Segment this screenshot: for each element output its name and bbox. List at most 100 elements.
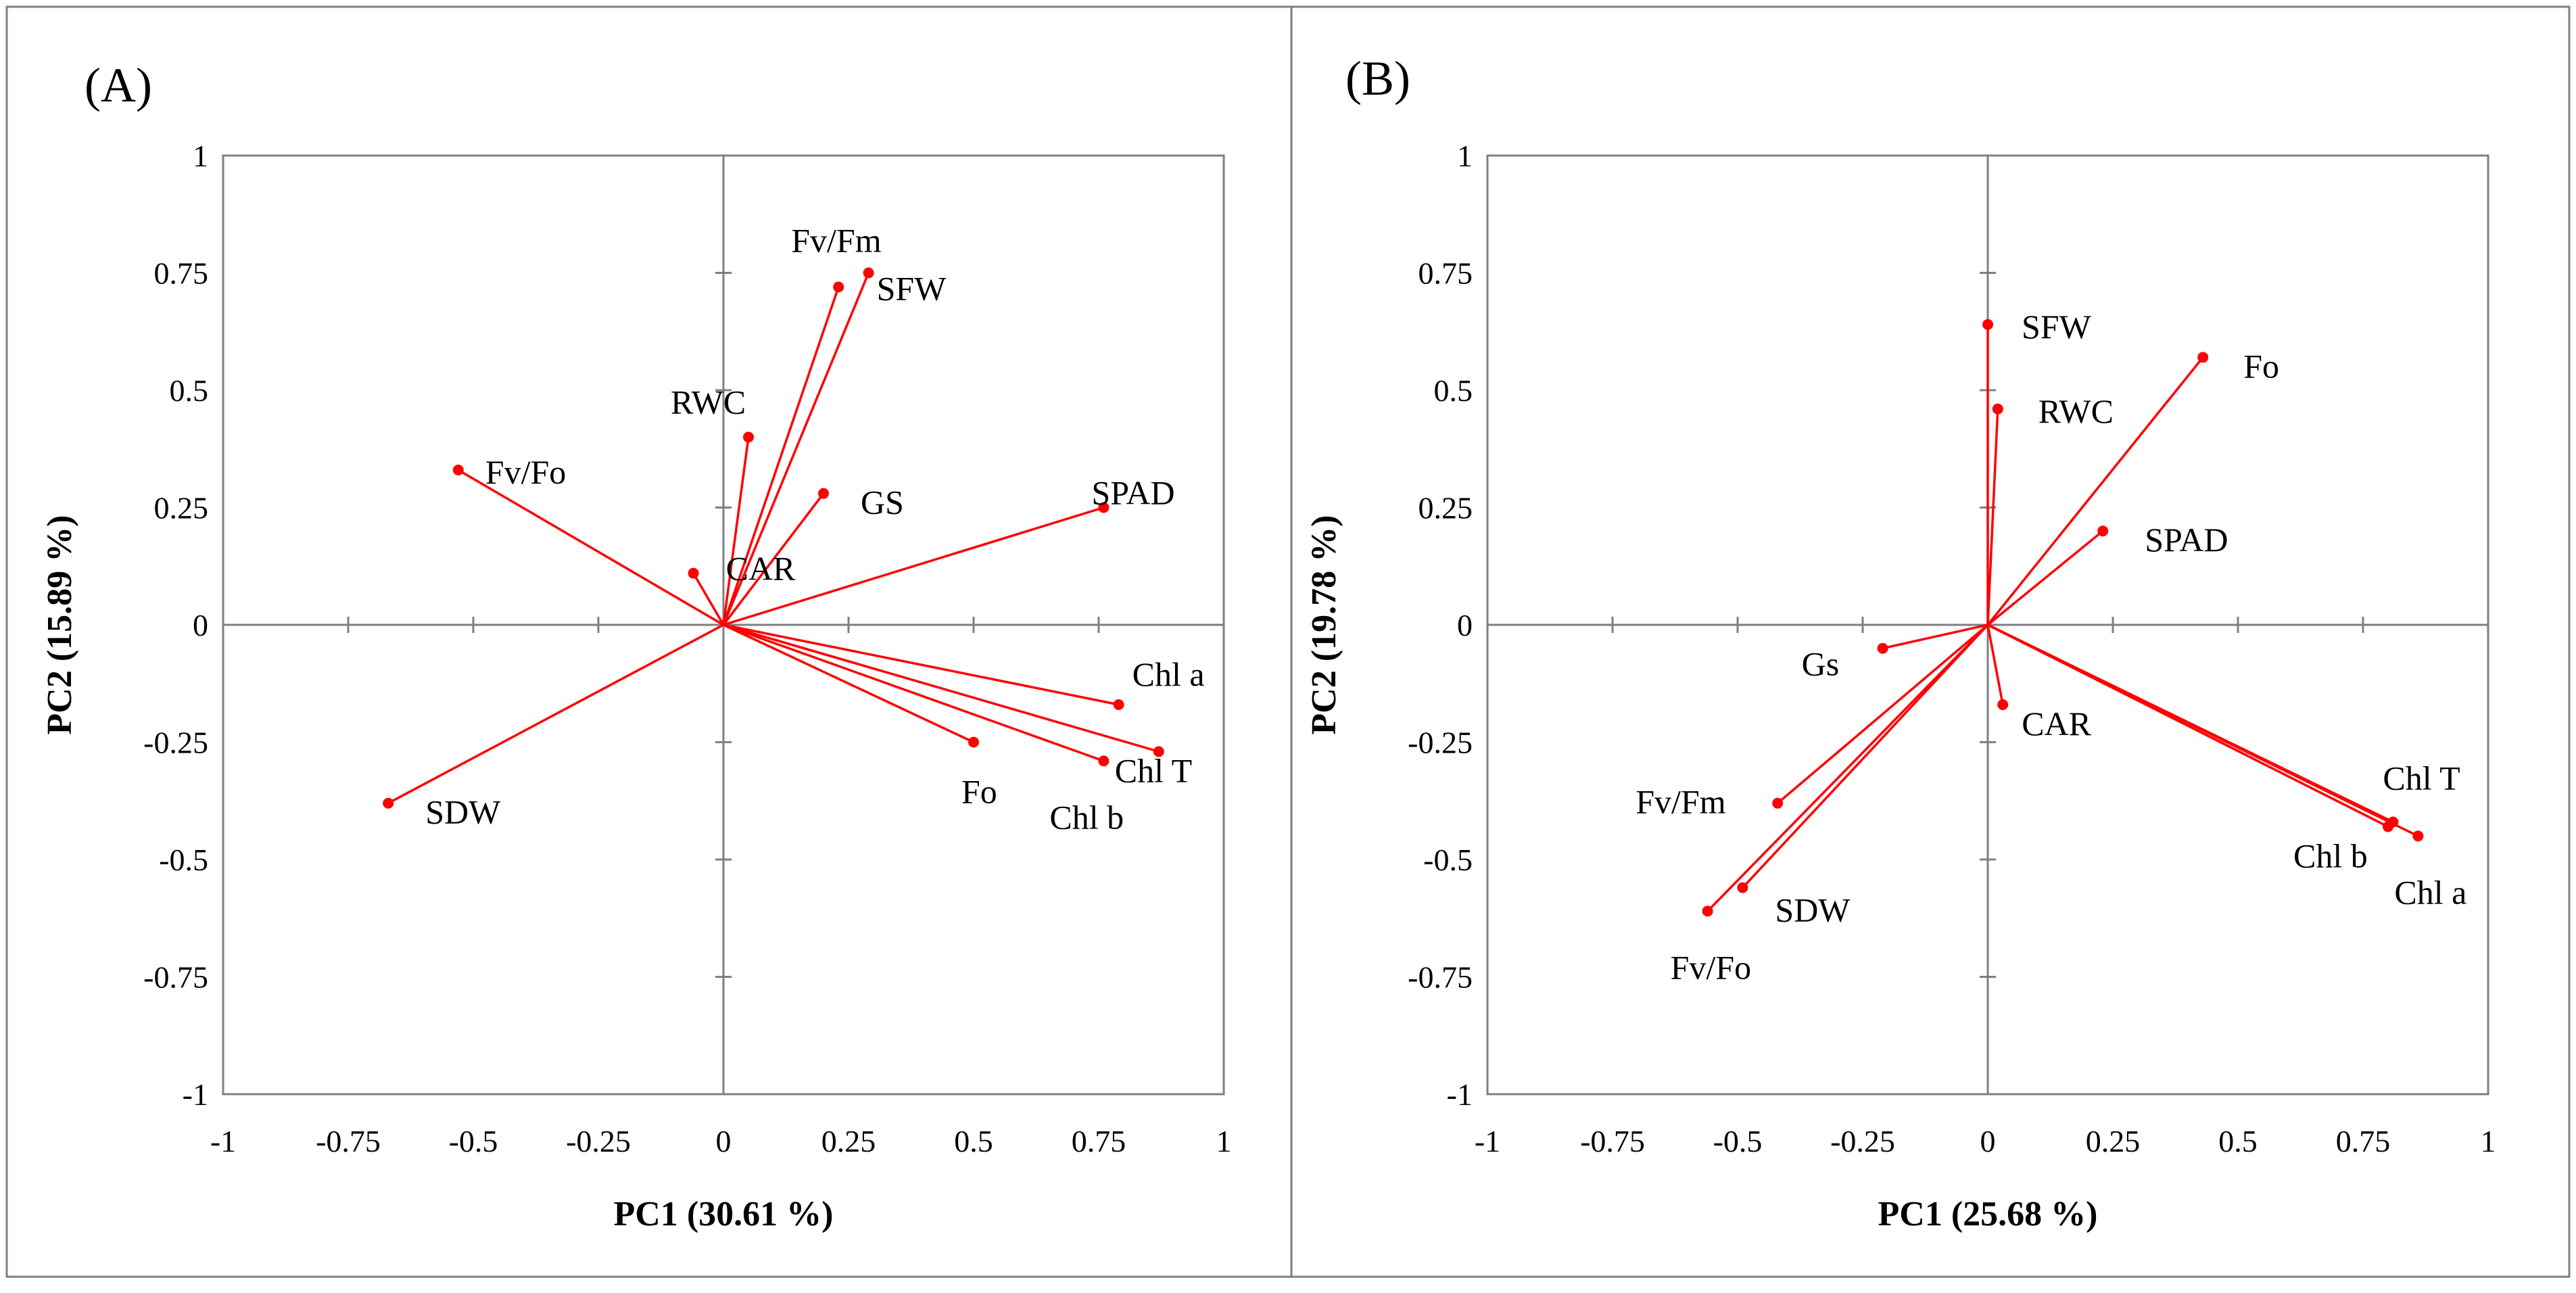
- panel-a-y-tick-label: 0.75: [154, 256, 209, 291]
- panel-a-vector-spad: [723, 506, 1104, 626]
- panel-a-label-chl-a: Chl a: [1132, 655, 1205, 693]
- panel-a-vector-labels: Fv/Fm SFW RWC GS Fv/Fo SPAD CAR Chl a Chl T Chl b…: [425, 221, 1204, 836]
- panel-b-label-spad: SPAD: [2145, 521, 2228, 559]
- panel-b-vector-spad: [1986, 530, 2104, 626]
- panel-b-label: (B): [1345, 51, 1410, 105]
- panel-a-point-chl-t: [1153, 746, 1164, 757]
- panel-a-point-fo: [968, 736, 979, 748]
- panel-a-y-tick-label: 1: [193, 139, 208, 173]
- panel-a-y-tick-label: 0.25: [154, 491, 209, 525]
- panel-b-point-car: [1997, 699, 2009, 710]
- panel-b-x-tick-label: 0.75: [2336, 1124, 2391, 1158]
- panel-b-vector-sdw: [1742, 624, 1989, 889]
- panel-a-point-car: [688, 567, 699, 579]
- panel-a-vector-car: [692, 572, 725, 626]
- panel-b-label-chl-t: Chl T: [2383, 759, 2460, 797]
- panel-a-label: (A): [85, 58, 152, 112]
- panel-b-x-tick-label: -0.25: [1830, 1124, 1895, 1158]
- panel-b-y-tick-label: -0.5: [1423, 843, 1473, 877]
- panel-b-x-tick-label: 0: [1980, 1124, 1996, 1158]
- panel-b-y-tick-label: 0.75: [1418, 256, 1473, 291]
- panel-a-point-spad: [1098, 502, 1110, 513]
- panel-a-point-gs: [818, 488, 829, 499]
- panel-a-x-tick-label: 0: [716, 1124, 732, 1158]
- panel-a-label-fv-fo: Fv/Fo: [485, 453, 567, 491]
- panel-b-vector-rwc: [1986, 408, 1999, 626]
- panel-b-point-spad: [2097, 525, 2109, 537]
- panel-b-vectors: [1702, 319, 2424, 917]
- panel-a-y-tick-label: 0.5: [170, 373, 209, 408]
- panel-b-label-fo: Fo: [2243, 347, 2279, 385]
- panel-b-y-tick-label: -0.25: [1408, 726, 1473, 760]
- panel-a-label-spad: SPAD: [1091, 474, 1174, 512]
- panel-a-x-tick-label: -1: [210, 1124, 236, 1158]
- panel-a-y-tick-label: -1: [183, 1077, 208, 1112]
- panel-a-x-tick-label: -0.5: [449, 1124, 498, 1158]
- panel-a-label-fv-fm: Fv/Fm: [791, 221, 882, 259]
- panel-a-vector-gs: [722, 492, 825, 626]
- panel-b-label-car: CAR: [2022, 705, 2091, 743]
- panel-a-vector-sdw: [387, 624, 724, 805]
- panel-b-vector-gs: [1882, 624, 1988, 650]
- panel-b-label-chl-a: Chl a: [2394, 873, 2466, 911]
- panel-b-label-gs: Gs: [1802, 645, 1840, 683]
- panel-a-point-sdw: [383, 797, 394, 809]
- panel-a-x-tick-label: 0.75: [1072, 1124, 1126, 1158]
- panel-b-point-sdw: [1737, 882, 1748, 893]
- panel-b-point-gs: [1877, 642, 1888, 654]
- panel-b-point-sfw: [1982, 319, 1993, 330]
- panel-b-vector-fv-fo: [1707, 624, 1989, 912]
- panel-b-y-tick-label: 1: [1457, 139, 1473, 173]
- panel-b-x-tick-label: -1: [1475, 1124, 1500, 1158]
- panel-a-point-sfw: [863, 267, 874, 279]
- panel-a-point-fv-fm: [833, 281, 844, 293]
- panel-a-y-tick-labels: 1 0.75 0.5 0.25 0 -0.25 -0.5 -0.75 -1: [143, 139, 208, 1112]
- panel-a-x-axis-title: PC1 (30.61 %): [614, 1195, 834, 1233]
- panel-a-point-chl-a: [1113, 699, 1124, 710]
- panel-a-label-gs: GS: [861, 484, 904, 521]
- panel-b-vector-fo: [1986, 356, 2204, 626]
- panel-b-vector-labels: SFW RWC Fo SPAD Gs CAR Fv/Fm SDW Fv/Fo Chl T Chl b…: [1636, 308, 2466, 986]
- panel-a-vector-fo: [723, 624, 974, 744]
- panel-b-x-tick-label: 0.5: [2218, 1124, 2258, 1158]
- panel-a-vector-fv-fo: [457, 469, 724, 626]
- panel-b-x-tick-label: 0.25: [2086, 1124, 2141, 1158]
- panel-b: (B) 1 0.75 0.5 0.25 0 -0.25 -0.5 -0.75 -1 -1 -0.7…: [1305, 51, 2496, 1233]
- panel-a: (A) 1 0.75 0.5 0.25 0 -0.25 -0.5 -0.75 -1 -1 -0.7…: [41, 58, 1232, 1233]
- panel-a-vector-chl-a: [723, 624, 1119, 706]
- panel-a-point-fv-fo: [452, 464, 464, 475]
- panel-a-x-tick-label: 0.5: [954, 1124, 993, 1158]
- panel-a-point-chl-b: [1098, 755, 1110, 767]
- panel-b-label-sfw: SFW: [2022, 308, 2092, 346]
- panel-a-vector-rwc: [722, 437, 750, 626]
- panel-a-label-fo: Fo: [961, 773, 997, 811]
- panel-b-point-chl-a: [2412, 830, 2424, 842]
- panel-a-label-sdw: SDW: [425, 793, 501, 831]
- panel-b-point-rwc: [1992, 403, 2003, 415]
- panel-b-vector-fv-fm: [1777, 624, 1989, 805]
- panel-b-label-fv-fm: Fv/Fm: [1636, 783, 1726, 821]
- panel-a-label-chl-t: Chl T: [1115, 751, 1192, 789]
- panel-b-point-fv-fm: [1772, 797, 1784, 809]
- panel-a-x-tick-label: 0.25: [821, 1124, 876, 1158]
- panel-a-vector-fv-fm: [722, 286, 840, 626]
- panel-b-x-tick-labels: -1 -0.75 -0.5 -0.25 0 0.25 0.5 0.75 1: [1475, 1124, 2496, 1158]
- panel-b-y-axis-title: PC2 (19.78 %): [1305, 515, 1343, 735]
- panel-a-label-sfw: SFW: [877, 270, 947, 308]
- figure-border: [5, 5, 2571, 1278]
- panel-a-x-tick-label: 1: [1216, 1124, 1232, 1158]
- panel-b-y-tick-label: 0.25: [1418, 491, 1473, 525]
- panel-a-x-tick-label: -0.25: [566, 1124, 631, 1158]
- panel-b-x-axis-title: PC1 (25.68 %): [1878, 1195, 2098, 1233]
- panel-b-y-tick-labels: 1 0.75 0.5 0.25 0 -0.25 -0.5 -0.75 -1: [1408, 139, 1473, 1112]
- panel-a-x-tick-labels: -1 -0.75 -0.5 -0.25 0 0.25 0.5 0.75 1: [210, 1124, 1232, 1158]
- panel-a-vector-sfw: [722, 272, 870, 626]
- panel-b-y-tick-label: 0.5: [1434, 373, 1473, 408]
- panel-b-x-tick-label: -0.75: [1580, 1124, 1645, 1158]
- panel-a-x-tick-label: -0.75: [316, 1124, 381, 1158]
- panel-b-x-tick-label: -0.5: [1713, 1124, 1763, 1158]
- panel-b-x-tick-label: 1: [2481, 1124, 2496, 1158]
- panel-a-point-rwc: [743, 431, 754, 443]
- panel-b-label-fv-fo: Fv/Fo: [1671, 948, 1752, 986]
- panel-a-label-chl-b: Chl b: [1049, 798, 1124, 836]
